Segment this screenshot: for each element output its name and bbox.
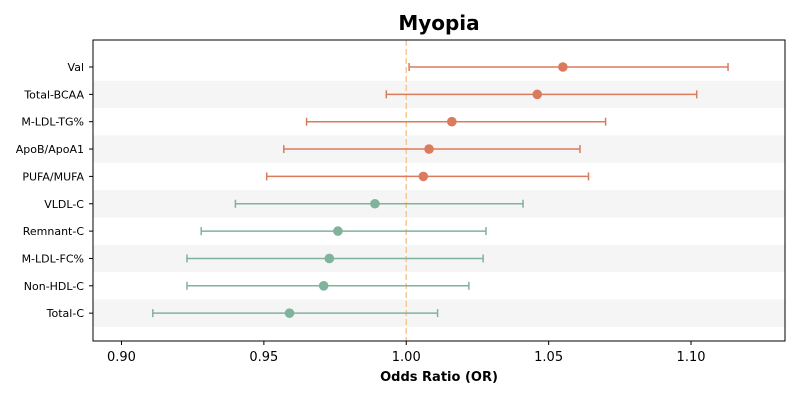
y-tick-label: Total-C [46,307,85,320]
y-tick-label: VLDL-C [44,198,84,211]
y-tick-label: M-LDL-TG% [21,116,84,129]
or-point [558,62,568,72]
y-tick-label: Remnant-C [23,225,85,238]
or-point [284,308,295,318]
or-point [333,226,343,236]
or-point [424,144,434,154]
plot-frame [92,39,786,342]
or-point [418,171,429,182]
y-axis-ticks: Val Total-BCAA M-LDL-TG% ApoB/ApoA1 PUFA/MUF… [16,61,93,320]
y-tick-label: M-LDL-FC% [22,252,84,265]
x-axis-ticks: 0.90 0.95 1.00 1.05 1.10 [107,341,706,365]
y-tick-label: Val [68,61,84,74]
y-tick-label: Total-BCAA [23,88,84,101]
or-point [447,116,457,127]
x-axis-label: Odds Ratio (OR) [380,370,498,385]
or-point [324,253,335,264]
y-tick-label: PUFA/MUFA [22,170,84,183]
x-tick-label: 0.90 [107,350,136,365]
or-point [318,281,329,291]
plot-marks [152,62,729,318]
y-tick-label: ApoB/ApoA1 [16,143,84,156]
x-tick-label: 1.00 [392,350,421,365]
or-point [532,89,543,100]
x-tick-label: 0.95 [249,350,278,365]
x-tick-label: 1.10 [677,350,706,365]
x-tick-label: 1.05 [534,350,563,365]
or-point [370,198,380,209]
y-tick-label: Non-HDL-C [24,280,85,293]
chart-title: Myopia [398,11,479,35]
